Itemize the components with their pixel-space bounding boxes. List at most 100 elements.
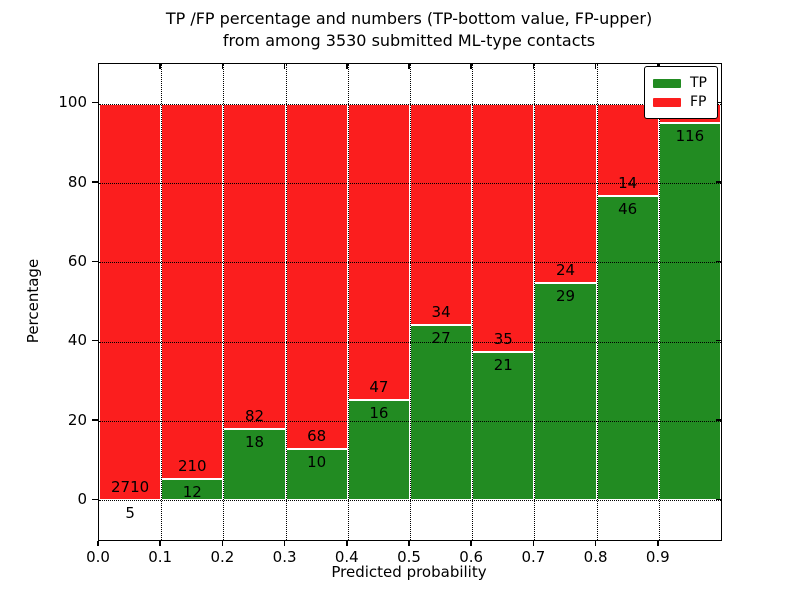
x-gridline [285,64,287,540]
x-tick-label: 0.7 [521,548,546,566]
x-tick-mark [221,541,224,546]
x-tick-label: 0.9 [645,548,670,566]
y-tick-mark [92,101,98,104]
x-tick-mark [408,541,410,546]
tp-bar-segment [658,123,721,501]
x-tick-mark [97,541,99,546]
fp-count-label: 82 [244,406,265,425]
y-tick-mark-right [716,260,721,263]
y-gridline [99,262,721,264]
x-gridline [223,64,225,540]
fp-bar-segment [99,103,162,500]
fp-bar-segment [410,103,473,325]
fp-count-label: 34 [431,302,451,321]
fp-bar-segment [285,103,348,450]
x-tick-mark [346,541,348,546]
y-tick-mark-right [716,181,721,183]
tp-bar-segment [534,283,597,501]
y-tick-label: 0 [77,489,87,508]
y-tick-mark-right [716,419,721,421]
legend-swatch [653,78,681,88]
x-tick-label: 0.1 [148,548,173,566]
tp-count-label: 29 [555,287,576,306]
fp-bar-segment [534,103,597,284]
x-tick-mark [532,541,535,546]
fp-count-label: 210 [177,456,207,475]
tp-count-label: 116 [675,127,705,146]
legend-entry: FP [653,94,707,110]
y-tick-label: 40 [67,331,87,350]
x-tick-mark-top [159,64,161,69]
fp-count-label: 2710 [111,477,150,496]
tp-bar-segment [285,449,348,501]
x-tick-label: 0.6 [459,548,484,566]
y-tick-mark [92,181,98,183]
tp-bar-segment [472,351,535,501]
y-gridline [99,341,721,343]
x-tick-label: 0.0 [86,548,110,566]
fp-bar-segment [161,103,224,479]
tp-count-label: 16 [369,403,389,422]
y-tick-label: 100 [58,93,87,112]
tp-count-label: 21 [493,355,513,374]
fp-count-label: 35 [493,329,513,348]
tp-count-label: 46 [618,200,638,219]
x-tick-mark-top [346,64,348,69]
y-tick-mark [92,419,98,421]
x-tick-mark-top [594,64,597,69]
legend-label: TP [690,75,707,91]
y-axis-label: Percentage [24,258,42,344]
tp-bar-segment [410,324,473,501]
x-tick-label: 0.8 [583,548,608,566]
y-tick-mark [92,339,98,342]
x-tick-mark [594,541,597,546]
x-tick-label: 0.3 [272,548,297,566]
y-tick-mark [92,498,98,501]
x-tick-label: 0.5 [397,548,421,566]
fp-count-label: 47 [369,377,389,396]
x-tick-mark [159,541,161,546]
y-tick-label: 20 [67,410,87,429]
x-gridline [534,64,536,540]
y-tick-mark-right [716,101,721,104]
fp-count-label: 68 [307,427,327,446]
y-gridline [99,421,721,422]
tp-count-label: 27 [431,328,451,347]
fp-bar-segment [347,103,410,400]
y-tick-label: 60 [67,251,87,270]
x-gridline [347,64,349,540]
chart-title: TP /FP percentage and numbers (TP-bottom… [98,8,720,52]
tp-count-label: 18 [244,432,265,451]
tp-count-label: 12 [182,482,202,501]
legend-entry: TP [653,75,707,91]
x-tick-mark-top [221,64,224,69]
x-tick-mark-top [470,64,472,69]
y-gridline [99,183,721,184]
x-gridline [658,64,660,540]
fp-count-label: 24 [555,261,576,280]
x-tick-mark-top [283,64,286,69]
y-gridline [99,500,721,502]
y-tick-label: 80 [67,172,87,191]
fp-count-label: 14 [618,174,638,193]
y-gridline [99,103,721,105]
x-tick-mark [283,541,286,546]
legend: TP FP [644,66,718,119]
tp-count-label: 10 [307,453,327,472]
tp-bar-segment [596,196,659,501]
plot-inner: 2710 5 210 12 82 18 68 10 47 16 34 27 35 21 24 29 14 46 11… [99,64,721,540]
legend-label: FP [690,94,707,110]
y-tick-mark-right [716,498,721,501]
x-tick-label: 0.2 [210,548,235,566]
chart-title-line1: TP /FP percentage and numbers (TP-bottom… [165,9,653,28]
x-tick-mark-top [532,64,535,69]
x-gridline [410,64,411,540]
fp-bar-segment [472,103,535,352]
x-tick-mark [470,541,472,546]
legend-swatch [653,97,681,107]
x-gridline [472,64,474,540]
tp-count-label: 5 [125,503,135,522]
x-tick-mark-top [408,64,410,69]
plot-area: 2710 5 210 12 82 18 68 10 47 16 34 27 35 21 24 29 14 46 11… [98,63,722,541]
